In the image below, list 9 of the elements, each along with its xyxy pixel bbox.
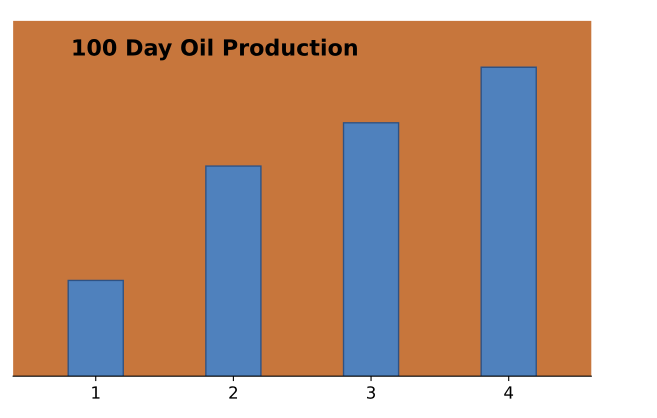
x-tick-label: 2 [229,386,238,399]
x-tick-label: 3 [367,386,376,399]
chart-title: 100 Day Oil Production [73,38,357,60]
bar [68,280,124,376]
x-tick-label: 1 [92,386,100,399]
x-tick-label: 4 [504,386,514,399]
bar [342,122,400,376]
bar [480,66,537,376]
bar [205,165,262,376]
